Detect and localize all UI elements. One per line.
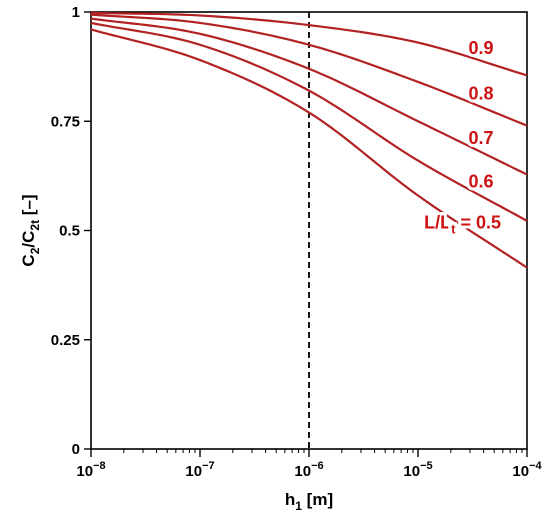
series-line-0-5: [90, 28, 528, 269]
x-tick-label: 10−8: [76, 460, 105, 480]
series-line-0-6: [90, 21, 528, 222]
plot-area: [90, 11, 528, 450]
x-tick-label: 10−5: [403, 460, 432, 480]
series-label-0-7: 0.7: [469, 128, 494, 148]
y-tick-label: 0.25: [51, 332, 80, 349]
series-line-0-9: [90, 11, 528, 77]
y-axis-label: C2/C2t [–]: [19, 194, 42, 266]
labels: h1 [m] C2/C2t [–] 0.9 0.8 0.7 0.6 L/Lt = 0.5: [19, 35, 504, 513]
curves: [90, 11, 528, 269]
x-tick-label: 10−7: [185, 460, 214, 480]
axes: 10−8 10−7 10−6 10−5 10−4 0 0.25 0.5 0.75 1: [51, 4, 543, 480]
y-tick-label: 0: [72, 441, 80, 458]
y-tick-label: 1: [72, 4, 80, 21]
y-tick-label: 0.75: [51, 113, 80, 130]
series-label-0-6: 0.6: [469, 172, 494, 192]
x-tick-label: 10−4: [512, 460, 542, 480]
x-axis-label: h1 [m]: [285, 490, 333, 513]
series-label-0-9: 0.9: [469, 38, 494, 58]
series-label-0-5: L/Lt = 0.5: [424, 213, 501, 237]
series-label-0-8: 0.8: [469, 84, 494, 104]
series-line-0-8: [90, 13, 528, 127]
y-tick-label: 0.5: [59, 223, 80, 240]
x-tick-label: 10−6: [294, 460, 323, 480]
series-line-0-7: [90, 17, 528, 176]
